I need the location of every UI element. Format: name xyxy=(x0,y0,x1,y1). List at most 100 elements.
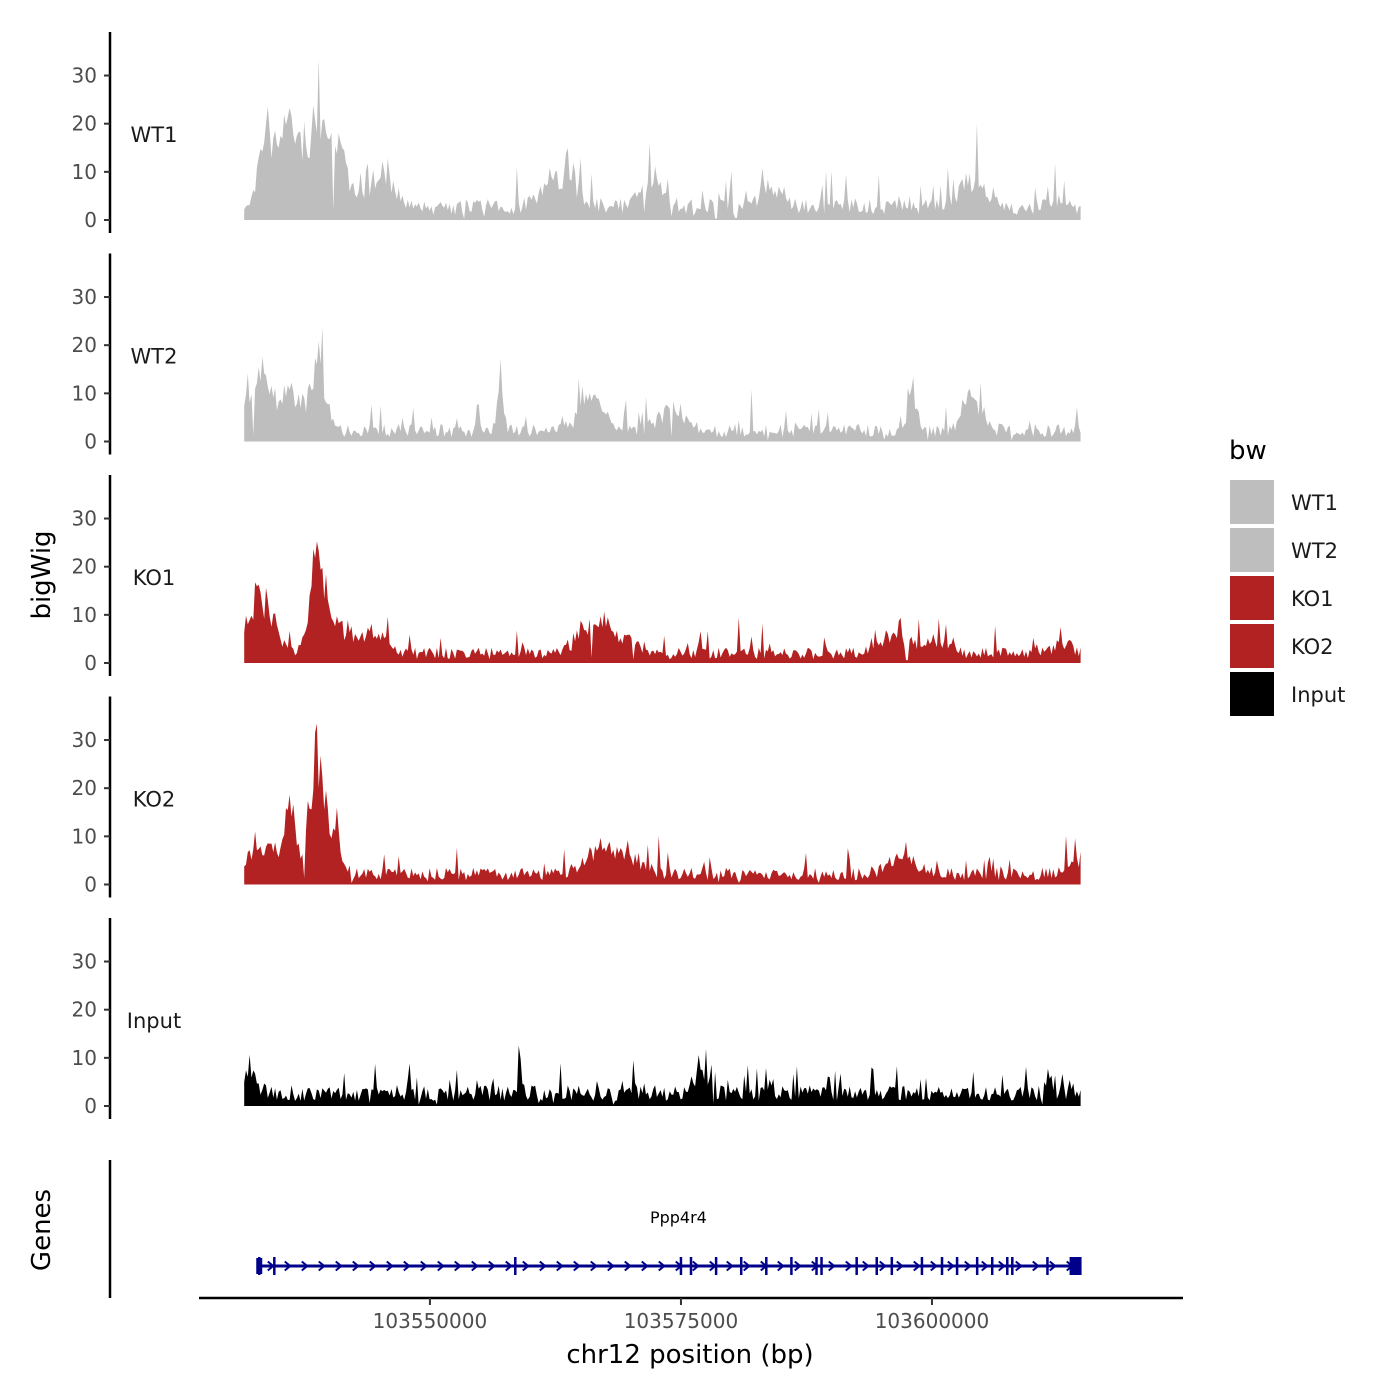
coverage-area-input xyxy=(244,1045,1081,1106)
track-label-ko1: KO1 xyxy=(133,566,176,590)
legend-key-input xyxy=(1230,672,1274,716)
y-tick-label: 20 xyxy=(72,555,97,579)
legend-label-ko2: KO2 xyxy=(1291,635,1334,659)
strand-arrow xyxy=(896,1260,904,1272)
y-tick-label: 30 xyxy=(72,64,97,88)
strand-arrow xyxy=(318,1260,326,1272)
y-tick-label: 30 xyxy=(72,728,97,752)
legend: bw WT1 WT2 KO1 KO2 Input xyxy=(1229,436,1345,716)
y-axis-title: bigWig xyxy=(27,530,57,619)
legend-key-wt1 xyxy=(1230,480,1274,524)
strand-arrow xyxy=(862,1260,870,1272)
coverage-area-ko2 xyxy=(244,723,1081,885)
legend-key-ko1 xyxy=(1230,576,1274,620)
strand-arrow xyxy=(607,1260,615,1272)
y-tick-label: 10 xyxy=(72,603,97,627)
y-tick-label: 10 xyxy=(72,381,97,405)
strand-arrow xyxy=(590,1260,598,1272)
y-tick-label: 0 xyxy=(84,651,97,675)
x-axis: chr12 position (bp) 103550000 103575000 10… xyxy=(199,1296,1183,1370)
strand-arrow xyxy=(573,1260,581,1272)
strand-arrow xyxy=(658,1260,666,1272)
strand-arrow xyxy=(505,1260,513,1272)
strand-arrow xyxy=(488,1260,496,1272)
strand-arrow xyxy=(998,1260,1006,1272)
strand-arrow xyxy=(1015,1260,1023,1272)
strand-arrow xyxy=(335,1260,343,1272)
strand-arrow xyxy=(369,1260,377,1272)
strand-arrow xyxy=(284,1260,292,1272)
strand-arrow xyxy=(930,1260,938,1272)
y-tick-label: 20 xyxy=(72,998,97,1022)
strand-arrow xyxy=(1049,1260,1057,1272)
strand-arrow xyxy=(777,1260,785,1272)
track-label-wt1: WT1 xyxy=(131,123,178,147)
gene-start-exon xyxy=(256,1258,263,1274)
strand-arrow xyxy=(420,1260,428,1272)
y-tick-label: 10 xyxy=(72,160,97,184)
strand-arrow xyxy=(743,1260,751,1272)
strand-arrow xyxy=(913,1260,921,1272)
strand-arrow xyxy=(641,1260,649,1272)
y-tick-label: 30 xyxy=(72,507,97,531)
y-tick-label: 30 xyxy=(72,285,97,309)
gene-track-title: Genes xyxy=(27,1189,57,1271)
track-panel-input: 0 10 20 30 Input xyxy=(72,918,1081,1119)
track-label-input: Input xyxy=(127,1009,181,1033)
strand-arrow xyxy=(845,1260,853,1272)
y-tick-label: 10 xyxy=(72,1046,97,1070)
y-tick-label: 20 xyxy=(72,776,97,800)
x-tick-label: 103600000 xyxy=(875,1309,990,1333)
coverage-area-ko1 xyxy=(244,541,1081,663)
strand-arrow xyxy=(879,1260,887,1272)
strand-arrow xyxy=(386,1260,394,1272)
strand-arrow xyxy=(539,1260,547,1272)
y-tick-label: 20 xyxy=(72,112,97,136)
strand-arrow xyxy=(947,1260,955,1272)
strand-arrow xyxy=(471,1260,479,1272)
x-tick-label: 103550000 xyxy=(373,1309,488,1333)
strand-arrow xyxy=(556,1260,564,1272)
track-panel-wt2: 0 10 20 30 WT2 xyxy=(72,253,1081,455)
strand-arrow xyxy=(352,1260,360,1272)
y-tick-label: 30 xyxy=(72,950,97,974)
y-tick-label: 0 xyxy=(84,430,97,454)
strand-arrow xyxy=(828,1260,836,1272)
legend-key-ko2 xyxy=(1230,624,1274,668)
strand-arrow xyxy=(437,1260,445,1272)
gene-track: Genes Ppp4r4 xyxy=(27,1160,1082,1298)
legend-title: bw xyxy=(1229,436,1267,466)
strand-arrow xyxy=(964,1260,972,1272)
strand-arrow xyxy=(301,1260,309,1272)
track-panel-ko1: 0 10 20 30 KO1 xyxy=(72,475,1081,676)
gene-end-exon xyxy=(1069,1257,1082,1275)
legend-label-input: Input xyxy=(1291,683,1345,707)
strand-arrow xyxy=(692,1260,700,1272)
coverage-area-wt2 xyxy=(244,327,1081,442)
strand-arrow xyxy=(981,1260,989,1272)
strand-arrow xyxy=(794,1260,802,1272)
strand-arrow xyxy=(522,1260,530,1272)
legend-key-wt2 xyxy=(1230,528,1274,572)
legend-label-wt1: WT1 xyxy=(1291,491,1338,515)
strand-arrow xyxy=(726,1260,734,1272)
coverage-area-wt1 xyxy=(244,59,1081,220)
strand-arrow xyxy=(454,1260,462,1272)
strand-arrow xyxy=(403,1260,411,1272)
strand-arrow xyxy=(1032,1260,1040,1272)
track-label-ko2: KO2 xyxy=(133,788,176,812)
y-tick-label: 0 xyxy=(84,208,97,232)
y-tick-label: 0 xyxy=(84,873,97,897)
y-tick-label: 20 xyxy=(72,333,97,357)
legend-label-wt2: WT2 xyxy=(1291,539,1338,563)
x-axis-title: chr12 position (bp) xyxy=(566,1340,813,1370)
track-panel-ko2: 0 10 20 30 KO2 xyxy=(72,696,1081,898)
legend-label-ko1: KO1 xyxy=(1291,587,1334,611)
coverage-tracks: 0 10 20 30 WT1 0 10 20 30 WT2 0 10 20 30 KO1 0 10 20 30 KO2… xyxy=(72,32,1081,1119)
gene-name-label: Ppp4r4 xyxy=(650,1208,707,1227)
track-label-wt2: WT2 xyxy=(131,345,178,369)
track-panel-wt1: 0 10 20 30 WT1 xyxy=(72,32,1081,233)
x-tick-label: 103575000 xyxy=(624,1309,739,1333)
strand-arrow xyxy=(624,1260,632,1272)
